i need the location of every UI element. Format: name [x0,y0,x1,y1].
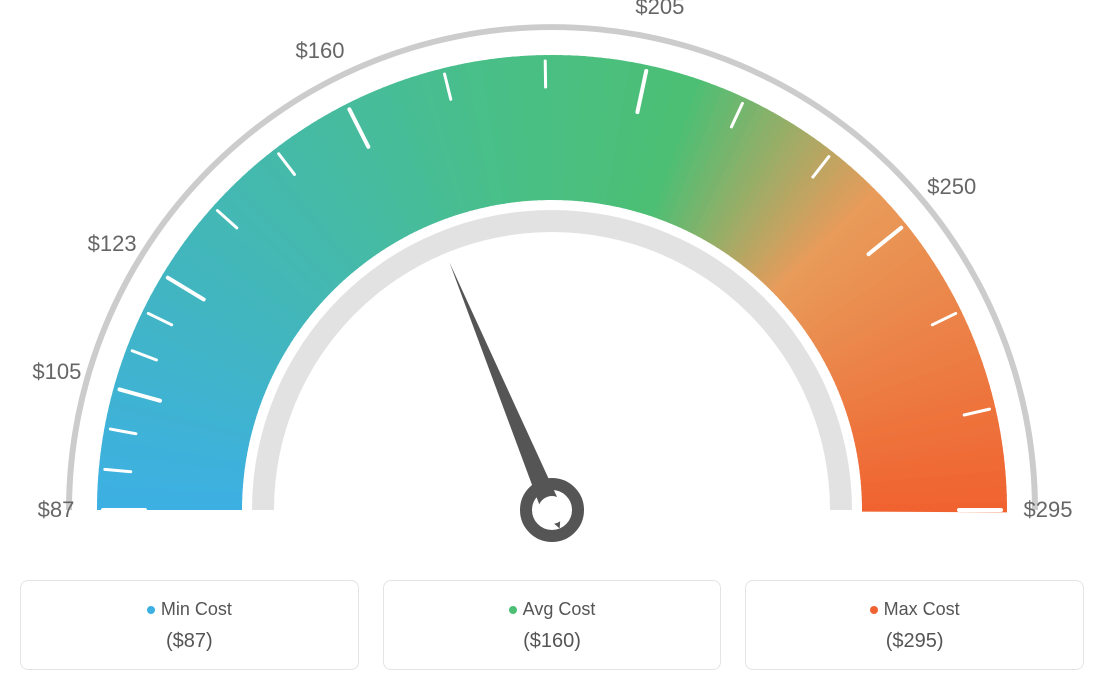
scale-label: $295 [1024,497,1073,523]
scale-label: $123 [88,231,137,257]
legend-min-label: Min Cost [31,599,348,620]
scale-label: $105 [32,359,81,385]
legend-max-value: ($295) [756,630,1073,653]
legend-max-label-text: Max Cost [884,599,960,619]
legend-avg-label: Avg Cost [394,599,711,620]
legend-min-value: ($87) [31,630,348,653]
scale-label: $160 [296,38,345,64]
gauge-chart: $87$105$123$160$205$250$295 [20,20,1084,560]
legend-row: Min Cost ($87) Avg Cost ($160) Max Cost … [20,580,1084,670]
legend-min: Min Cost ($87) [20,580,359,670]
legend-avg-label-text: Avg Cost [523,599,596,619]
scale-label: $250 [927,174,976,200]
legend-avg-value: ($160) [394,630,711,653]
legend-avg: Avg Cost ($160) [383,580,722,670]
legend-max: Max Cost ($295) [745,580,1084,670]
scale-label: $87 [38,497,75,523]
legend-min-dot [147,606,155,614]
gauge-svg [20,20,1084,560]
legend-avg-dot [509,606,517,614]
legend-max-label: Max Cost [756,599,1073,620]
scale-label: $205 [635,0,684,20]
cost-gauge-container: $87$105$123$160$205$250$295 Min Cost ($8… [20,20,1084,670]
legend-max-dot [870,606,878,614]
legend-min-label-text: Min Cost [161,599,232,619]
